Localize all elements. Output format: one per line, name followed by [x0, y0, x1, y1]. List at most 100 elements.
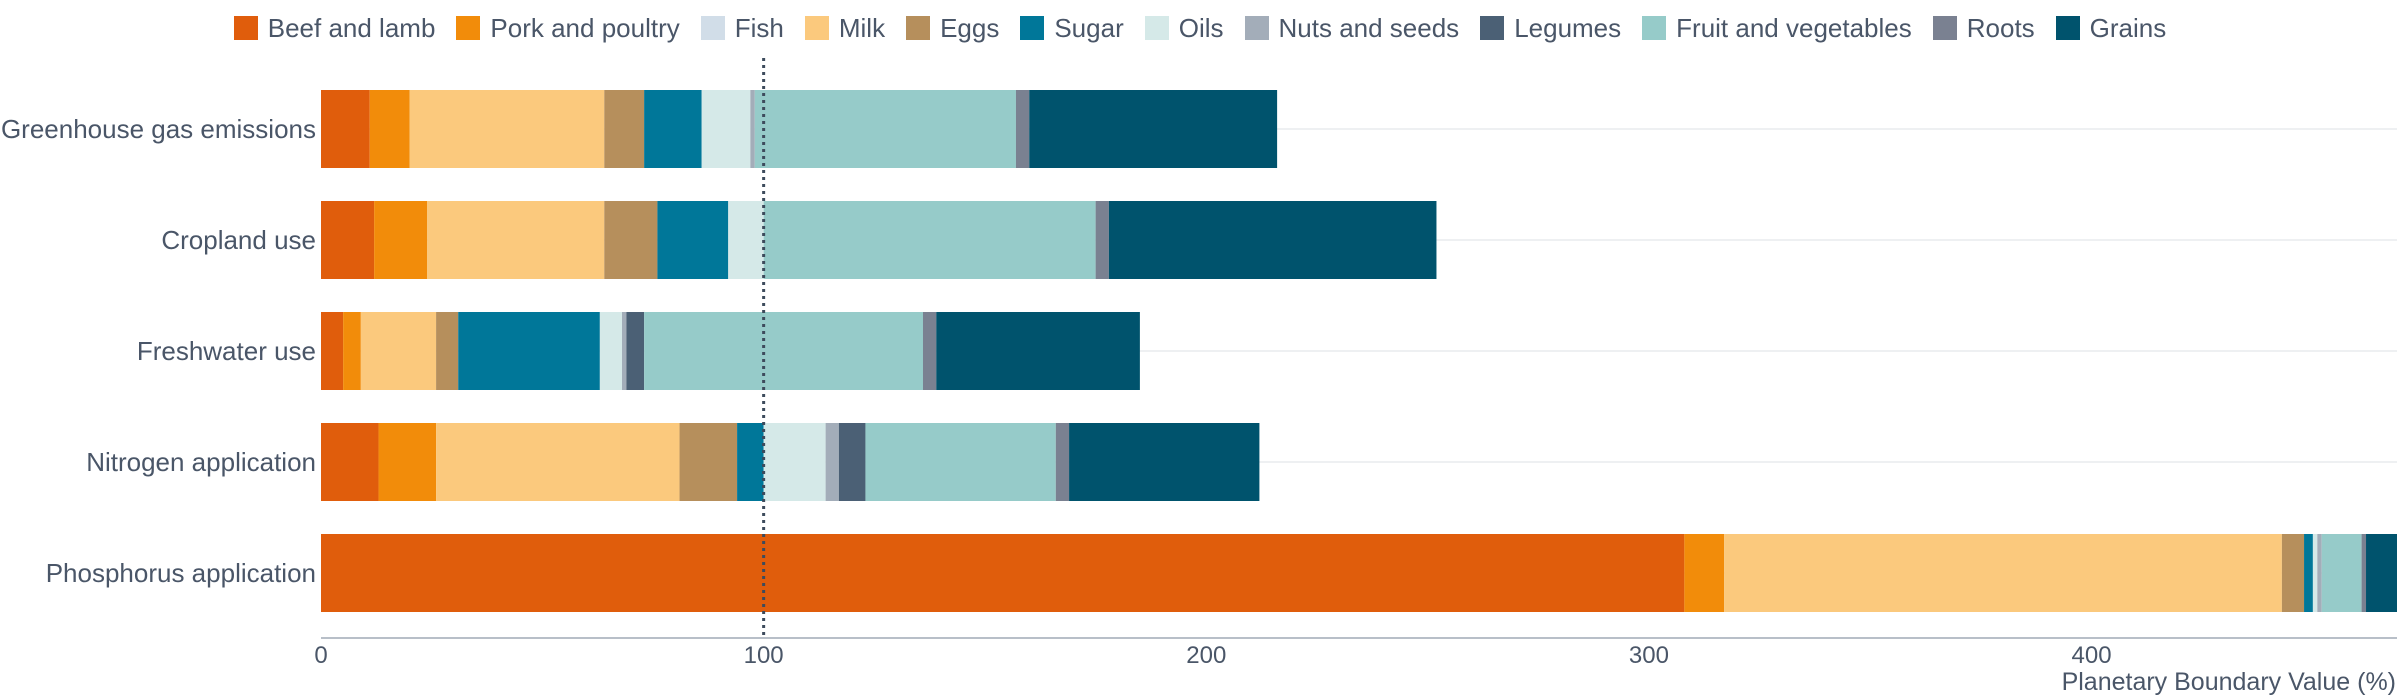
- category-label-greenhouse-gas-emissions: Greenhouse gas emissions: [1, 114, 316, 144]
- legend-swatch: [1480, 16, 1505, 40]
- legend-label: Nuts and seeds: [1278, 12, 1460, 43]
- legend-label: Roots: [1966, 12, 2035, 43]
- category-label-freshwater-use: Freshwater use: [137, 336, 316, 366]
- legend-label: Milk: [838, 12, 886, 43]
- bar-fruit-and-vegetables-freshwater-use: [644, 312, 923, 390]
- legend-item-legumes: Legumes: [1480, 13, 1621, 44]
- bar-sugar-greenhouse-gas-emissions: [644, 90, 702, 168]
- bar-milk-cropland-use: [427, 201, 605, 279]
- legend-swatch: [1642, 16, 1667, 40]
- legend-swatch: [456, 16, 481, 40]
- legend-item-grains: Grains: [2055, 12, 2167, 44]
- bar-sugar-cropland-use: [657, 201, 729, 279]
- bar-fruit-and-vegetables-greenhouse-gas-emissions: [754, 90, 1016, 168]
- x-tick-label: 200: [1186, 642, 1226, 669]
- bar-beef-and-lamb-phosphorus-application: [321, 534, 1685, 612]
- bar-beef-and-lamb-greenhouse-gas-emissions: [321, 90, 370, 168]
- x-tick-label: 400: [2072, 642, 2112, 669]
- bar-milk-freshwater-use: [360, 312, 437, 390]
- bar-milk-greenhouse-gas-emissions: [409, 90, 605, 168]
- legend-label: Pork and poultry: [490, 12, 680, 43]
- bar-eggs-greenhouse-gas-emissions: [604, 90, 645, 168]
- legend-item-fish: Fish: [700, 12, 784, 44]
- legend-swatch: [2055, 16, 2080, 40]
- bars: [321, 90, 2397, 612]
- bar-milk-phosphorus-application: [1724, 534, 2282, 612]
- bar-grains-nitrogen-application: [1069, 423, 1260, 501]
- bar-grains-cropland-use: [1108, 201, 1437, 279]
- bar-fruit-and-vegetables-phosphorus-application: [2321, 534, 2362, 612]
- legend-swatch: [1932, 16, 1957, 40]
- bar-nuts-and-seeds-nitrogen-application: [825, 423, 839, 501]
- bar-fruit-and-vegetables-nitrogen-application: [865, 423, 1056, 501]
- bar-pork-and-poultry-greenhouse-gas-emissions: [369, 90, 410, 168]
- legend-swatch: [906, 16, 931, 40]
- legend-item-milk: Milk: [804, 12, 886, 44]
- legend-item-eggs: Eggs: [906, 13, 999, 44]
- bar-oils-cropland-use: [728, 201, 764, 279]
- bar-nuts-and-seeds-phosphorus-application: [2317, 534, 2322, 612]
- bar-roots-cropland-use: [1095, 201, 1109, 279]
- bar-oils-greenhouse-gas-emissions: [701, 90, 751, 168]
- bar-oils-phosphorus-application: [2312, 534, 2318, 612]
- category-label-nitrogen-application: Nitrogen application: [86, 447, 316, 477]
- bar-fruit-and-vegetables-cropland-use: [763, 201, 1096, 279]
- bar-nuts-and-seeds-freshwater-use: [621, 312, 627, 390]
- bar-milk-nitrogen-application: [436, 423, 680, 501]
- bar-pork-and-poultry-freshwater-use: [343, 312, 361, 390]
- legend-label: Beef and lamb: [267, 12, 436, 43]
- bar-eggs-phosphorus-application: [2281, 534, 2305, 612]
- x-axis-title: Planetary Boundary Value (%): [2062, 668, 2396, 696]
- legend: Beef and lamb Pork and poultry Fish Milk Egg…: [0, 0, 2400, 56]
- legend-label: Eggs: [940, 12, 1000, 43]
- legend-item-nuts-and-seeds: Nuts and seeds: [1244, 12, 1460, 44]
- bar-roots-nitrogen-application: [1055, 423, 1070, 501]
- bar-grains-greenhouse-gas-emissions: [1029, 90, 1278, 168]
- category-labels: Greenhouse gas emissions Cropland use Fres…: [1, 114, 316, 588]
- legend-label: Fish: [734, 12, 784, 43]
- legend-item-oils: Oils: [1144, 12, 1224, 44]
- bar-beef-and-lamb-nitrogen-application: [321, 423, 379, 501]
- bar-oils-nitrogen-application: [763, 423, 826, 501]
- bar-sugar-nitrogen-application: [737, 423, 764, 501]
- legend-label: Grains: [2089, 12, 2167, 43]
- legend-item-pork-and-poultry: Pork and poultry: [456, 12, 680, 44]
- legend-swatch: [1020, 16, 1045, 40]
- bar-nuts-and-seeds-greenhouse-gas-emissions: [750, 90, 755, 168]
- bar-grains-freshwater-use: [936, 312, 1140, 390]
- bar-beef-and-lamb-freshwater-use: [321, 312, 344, 390]
- legend-item-sugar: Sugar: [1020, 12, 1124, 44]
- bar-legumes-freshwater-use: [626, 312, 645, 390]
- bar-eggs-nitrogen-application: [679, 423, 738, 501]
- bar-roots-freshwater-use: [922, 312, 937, 390]
- bar-pork-and-poultry-cropland-use: [374, 201, 428, 279]
- x-tick-label: 300: [1629, 642, 1669, 669]
- legend-swatch: [1144, 16, 1169, 40]
- legend-label: Oils: [1178, 12, 1224, 43]
- legend-swatch: [233, 16, 258, 40]
- legend-swatch: [804, 16, 829, 40]
- category-label-phosphorus-application: Phosphorus application: [46, 558, 316, 588]
- bar-eggs-freshwater-use: [436, 312, 459, 390]
- legend-item-fruit-and-vegetables: Fruit and vegetables: [1642, 13, 1912, 44]
- bar-roots-phosphorus-application: [2361, 534, 2367, 612]
- bar-sugar-phosphorus-application: [2304, 534, 2313, 612]
- bar-legumes-nitrogen-application: [838, 423, 866, 501]
- bar-roots-greenhouse-gas-emissions: [1015, 90, 1030, 168]
- bar-grains-phosphorus-application: [2366, 534, 2397, 612]
- bar-pork-and-poultry-phosphorus-application: [1684, 534, 1725, 612]
- legend-swatch: [1244, 16, 1269, 40]
- legend-label: Sugar: [1054, 12, 1124, 43]
- category-label-cropland-use: Cropland use: [161, 225, 316, 255]
- bar-pork-and-poultry-nitrogen-application: [378, 423, 437, 501]
- legend-item-beef-and-lamb: Beef and lamb: [233, 12, 436, 44]
- legend-swatch: [700, 16, 725, 40]
- bar-oils-freshwater-use: [599, 312, 622, 390]
- bar-eggs-cropland-use: [604, 201, 658, 279]
- x-axis: 0 100 200 300 400: [314, 637, 2397, 669]
- legend-label: Fruit and vegetables: [1676, 12, 1912, 43]
- legend-item-roots: Roots: [1932, 12, 2035, 44]
- legend-label: Legumes: [1514, 12, 1622, 43]
- bar-beef-and-lamb-cropland-use: [321, 201, 375, 279]
